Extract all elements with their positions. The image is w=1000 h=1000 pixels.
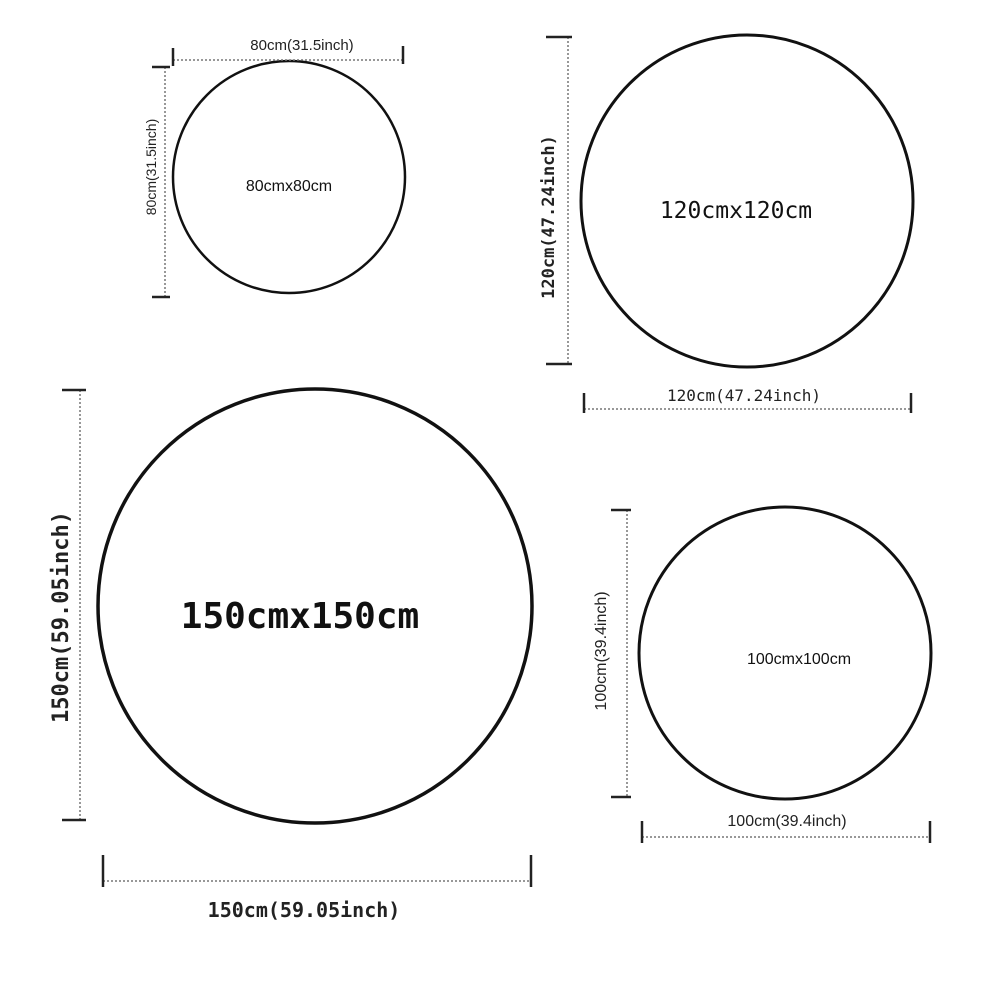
size-label-150: 150cmx150cm — [181, 596, 419, 637]
size-label-100: 100cmx100cm — [747, 651, 851, 668]
circle-120-group: 120cm(47.24inch) 120cm(47.24inch) 120cmx… — [539, 33, 915, 413]
circle-80-group: 80cm(31.5inch) 80cm(31.5inch) 80cmx80cm — [143, 37, 407, 299]
width-label-100: 100cm(39.4inch) — [727, 813, 846, 830]
width-label-120: 120cm(47.24inch) — [667, 386, 821, 405]
circle-100-group: 100cm(39.4inch) 100cm(39.4inch) 100cmx10… — [593, 505, 933, 843]
circle-150-group: 150cm(59.05inch) 150cm(59.05inch) 150cmx… — [49, 387, 534, 922]
height-label-100: 100cm(39.4inch) — [593, 591, 610, 710]
height-label-80: 80cm(31.5inch) — [143, 119, 159, 216]
width-label-80: 80cm(31.5inch) — [250, 37, 353, 54]
size-label-120: 120cmx120cm — [660, 198, 812, 224]
size-label-80: 80cmx80cm — [246, 178, 332, 195]
height-label-150: 150cm(59.05inch) — [49, 511, 74, 723]
circle-80 — [171, 59, 407, 295]
circle-150 — [96, 387, 534, 825]
circle-120 — [579, 33, 915, 369]
circle-100 — [637, 505, 933, 801]
width-label-150: 150cm(59.05inch) — [208, 898, 401, 922]
height-label-120: 120cm(47.24inch) — [539, 135, 559, 299]
